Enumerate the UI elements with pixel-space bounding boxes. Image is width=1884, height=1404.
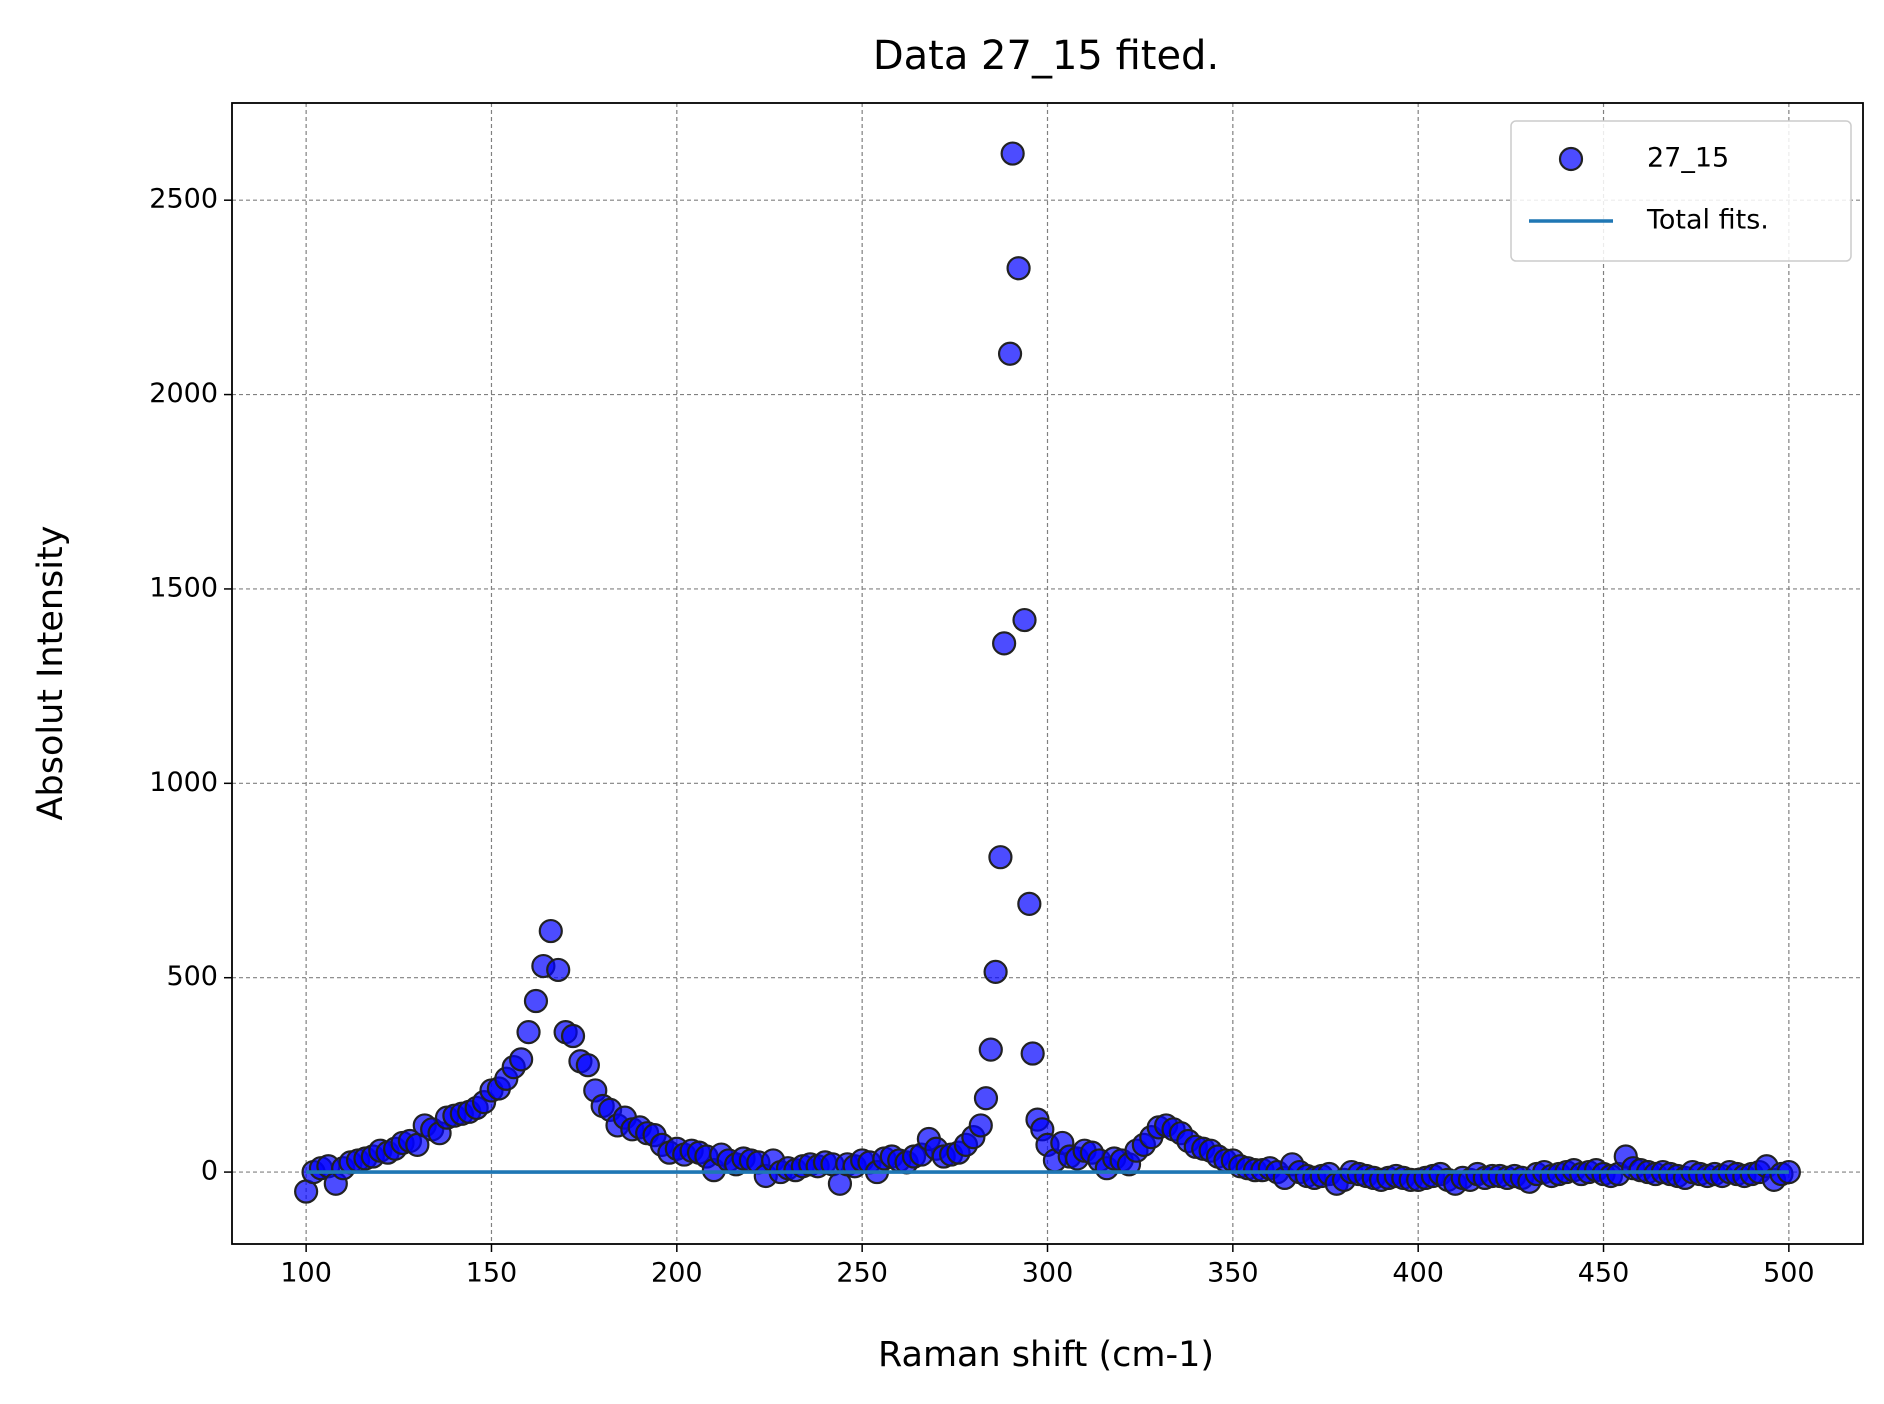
- legend-box: [1510, 120, 1852, 262]
- plot-frame: [231, 102, 1864, 1245]
- data-point: [509, 1047, 534, 1072]
- data-point: [973, 1086, 999, 1111]
- data-point: [978, 1037, 1003, 1062]
- y-tick-label: 500: [166, 961, 218, 992]
- x-tick-label: 500: [1763, 1258, 1815, 1289]
- y-tick-label: 1000: [149, 767, 218, 798]
- x-tick-label: 250: [836, 1258, 888, 1289]
- data-point: [546, 957, 571, 983]
- x-axis-label: Raman shift (cm-1): [878, 1335, 1214, 1375]
- data-point: [523, 988, 549, 1014]
- data-point: [1006, 256, 1031, 281]
- data-point: [1012, 607, 1037, 633]
- legend-label: 27_15: [1647, 143, 1729, 174]
- x-tick-label: 150: [466, 1258, 518, 1289]
- data-point: [538, 918, 563, 944]
- data-point: [516, 1020, 541, 1045]
- data-point: [992, 631, 1017, 656]
- x-tick-label: 450: [1578, 1258, 1630, 1289]
- data-point: [983, 959, 1008, 984]
- data-point: [1000, 141, 1025, 166]
- data-point: [988, 845, 1013, 870]
- legend-label: Total fits.: [1646, 205, 1769, 236]
- y-tick-label: 2000: [149, 378, 218, 409]
- x-tick-label: 200: [651, 1258, 703, 1289]
- chart-title: Data 27_15 fited.: [873, 33, 1219, 79]
- legend-marker: [1558, 146, 1584, 172]
- data-point: [575, 1053, 600, 1078]
- x-tick-label: 300: [1022, 1258, 1074, 1289]
- x-tick-label: 350: [1207, 1258, 1259, 1289]
- data-point: [1020, 1041, 1045, 1066]
- data-point: [997, 341, 1023, 366]
- x-tick-label: 400: [1392, 1258, 1444, 1289]
- data-point: [560, 1023, 586, 1049]
- data-point: [968, 1113, 993, 1138]
- y-tick-label: 1500: [149, 572, 218, 603]
- x-tick-label: 100: [280, 1258, 332, 1289]
- data-point: [1017, 891, 1042, 916]
- y-axis-label: Absolut Intensity: [31, 526, 71, 821]
- y-tick-label: 2500: [149, 184, 218, 215]
- y-tick-label: 0: [201, 1156, 218, 1187]
